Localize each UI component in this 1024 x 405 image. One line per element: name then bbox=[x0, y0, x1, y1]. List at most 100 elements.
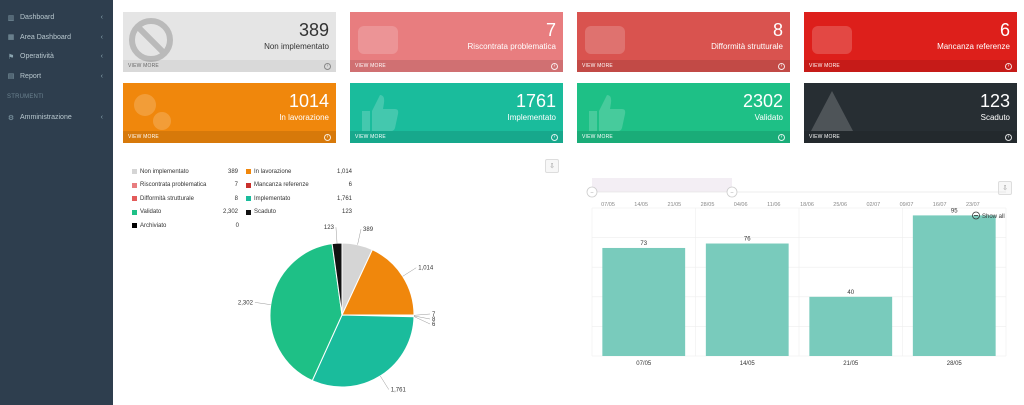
legend-item[interactable]: Mancanza referenze 6 bbox=[246, 182, 360, 188]
sidebar-item-dashboard[interactable]: ▥ Dashboard ‹ bbox=[0, 8, 113, 28]
legend-item[interactable]: Difformità strutturale 8 bbox=[132, 196, 246, 202]
legend-item[interactable]: Archiviato 0 bbox=[132, 223, 247, 229]
pie-slice[interactable] bbox=[311, 314, 415, 388]
legend-label: Archiviato bbox=[140, 222, 167, 229]
view-more-link[interactable]: VIEW MORE › bbox=[804, 60, 1017, 72]
sidebar-item-label: Dashboard bbox=[20, 14, 55, 22]
range-navigator[interactable] bbox=[592, 178, 732, 192]
tile-label: Validato bbox=[754, 113, 783, 122]
pie-leader-line bbox=[254, 302, 271, 305]
status-tile: 2302 Validato VIEW MORE › bbox=[577, 83, 790, 143]
view-more-link[interactable]: VIEW MORE › bbox=[350, 131, 563, 143]
view-more-label: VIEW MORE bbox=[128, 134, 159, 140]
legend-swatch bbox=[246, 169, 251, 175]
pie-data-label: 1,761 bbox=[391, 388, 407, 394]
show-all-label: Show all bbox=[982, 214, 1005, 220]
warning-icon bbox=[811, 91, 853, 131]
arrow-right-icon: › bbox=[1005, 62, 1012, 70]
bar-value-label: 40 bbox=[847, 290, 854, 296]
legend-label: Difformità strutturale bbox=[140, 195, 194, 202]
sidebar-item-amministrazione[interactable]: ⚙ Amministrazione ‹ bbox=[0, 108, 113, 128]
view-more-link[interactable]: VIEW MORE › bbox=[123, 60, 336, 72]
sidebar-item-label: Area Dashboard bbox=[20, 33, 71, 41]
legend-item[interactable]: Scaduto 123 bbox=[246, 209, 360, 215]
view-more-link[interactable]: VIEW MORE › bbox=[350, 60, 563, 72]
navigator-tick-label: 11/06 bbox=[767, 202, 780, 208]
pie-data-label: 123 bbox=[324, 225, 335, 231]
table-icon: ▦ bbox=[7, 34, 15, 42]
legend-row: Archiviato 0 bbox=[132, 219, 360, 233]
pie-data-label: 2,302 bbox=[238, 300, 254, 306]
legend-swatch bbox=[132, 223, 137, 229]
view-more-link[interactable]: VIEW MORE › bbox=[804, 131, 1017, 143]
tile-label: Implementato bbox=[507, 113, 556, 122]
pie-export-button[interactable]: ⇩ bbox=[545, 159, 559, 173]
navigator-tick-label: 14/05 bbox=[634, 202, 648, 208]
chevron-left-icon: ‹ bbox=[100, 14, 103, 22]
tile-label: Riscontrata problematica bbox=[467, 42, 556, 51]
legend-swatch bbox=[132, 182, 137, 188]
view-more-label: VIEW MORE bbox=[582, 134, 613, 140]
status-tile: 8 Difformità strutturale VIEW MORE › bbox=[577, 12, 790, 72]
navigator-right-handle[interactable] bbox=[726, 186, 738, 198]
view-more-link[interactable]: VIEW MORE › bbox=[577, 60, 790, 72]
tile-label: Mancanza referenze bbox=[937, 42, 1010, 51]
file-icon: ▤ bbox=[7, 73, 15, 81]
pie-data-label: 389 bbox=[363, 227, 374, 233]
navigator-tick-label: 09/07 bbox=[900, 202, 914, 208]
navigator-tick-label: 18/06 bbox=[800, 202, 814, 208]
bar-value-label: 73 bbox=[640, 241, 647, 247]
bar-export-button[interactable]: ⇩ bbox=[998, 181, 1012, 195]
legend-item[interactable]: Non implementato 389 bbox=[132, 169, 246, 175]
handle-grip-icon: – bbox=[591, 190, 594, 196]
legend-row: Non implementato 389 In lavorazione 1,014 bbox=[132, 165, 360, 179]
legend-swatch bbox=[132, 209, 137, 215]
comment-icon bbox=[812, 26, 852, 54]
tile-value: 123 bbox=[979, 91, 1010, 111]
show-all-button[interactable]: Show all bbox=[972, 211, 1005, 220]
legend-row: Difformità strutturale 8 Implementato 1,761 bbox=[132, 192, 360, 206]
pie-chart: 389 1,014 786 1,761 2,302 123 bbox=[238, 225, 436, 394]
sidebar-item-operativit-[interactable]: ⚑ Operatività ‹ bbox=[0, 47, 113, 67]
legend-item[interactable]: Validato 2,302 bbox=[132, 209, 246, 215]
legend-swatch bbox=[246, 182, 251, 188]
sidebar-item-report[interactable]: ▤ Report ‹ bbox=[0, 67, 113, 87]
pie-leader-line bbox=[335, 227, 338, 244]
bar-value-label: 95 bbox=[951, 208, 958, 214]
x-axis-tick-label: 28/05 bbox=[947, 361, 963, 367]
handle-grip-icon: – bbox=[731, 190, 734, 196]
bar[interactable] bbox=[705, 243, 789, 356]
tile-value: 1761 bbox=[515, 91, 556, 111]
legend-item[interactable]: In lavorazione 1,014 bbox=[246, 169, 360, 175]
legend-value: 1,761 bbox=[336, 195, 352, 202]
bar[interactable] bbox=[809, 296, 893, 356]
pie-leader-line bbox=[380, 375, 389, 390]
thumbs-up-icon bbox=[362, 95, 399, 131]
chevron-left-icon: ‹ bbox=[100, 33, 103, 41]
pie-leader-line bbox=[402, 267, 417, 277]
bar[interactable] bbox=[912, 215, 996, 356]
navigator-left-handle[interactable] bbox=[586, 186, 598, 198]
legend-item[interactable]: Riscontrata problematica 7 bbox=[132, 182, 246, 188]
navigator-tick-label: 04/06 bbox=[734, 202, 748, 208]
gears-icon bbox=[134, 94, 171, 130]
legend-label: Validato bbox=[140, 209, 162, 216]
navigator-tick-label: 07/05 bbox=[601, 202, 615, 208]
pie-slice[interactable] bbox=[269, 243, 343, 382]
pie-slice[interactable] bbox=[331, 242, 343, 316]
arrow-right-icon: › bbox=[551, 133, 558, 141]
legend-item[interactable]: Implementato 1,761 bbox=[246, 196, 360, 202]
navigator-tick-label: 21/05 bbox=[667, 202, 681, 208]
sidebar-section-header: STRUMENTI bbox=[7, 94, 44, 100]
legend-value: 123 bbox=[341, 209, 352, 216]
navigator-tick-label: 23/07 bbox=[966, 202, 980, 208]
navigator-tick-label: 02/07 bbox=[866, 202, 880, 208]
bar[interactable] bbox=[602, 247, 686, 356]
tile-value: 1014 bbox=[288, 91, 329, 111]
view-more-link[interactable]: VIEW MORE › bbox=[123, 131, 336, 143]
sidebar-item-area-dashboard[interactable]: ▦ Area Dashboard ‹ bbox=[0, 28, 113, 48]
view-more-link[interactable]: VIEW MORE › bbox=[577, 131, 790, 143]
legend-label: Implementato bbox=[254, 195, 291, 202]
arrow-right-icon: › bbox=[324, 133, 331, 141]
tile-value: 8 bbox=[772, 20, 783, 40]
